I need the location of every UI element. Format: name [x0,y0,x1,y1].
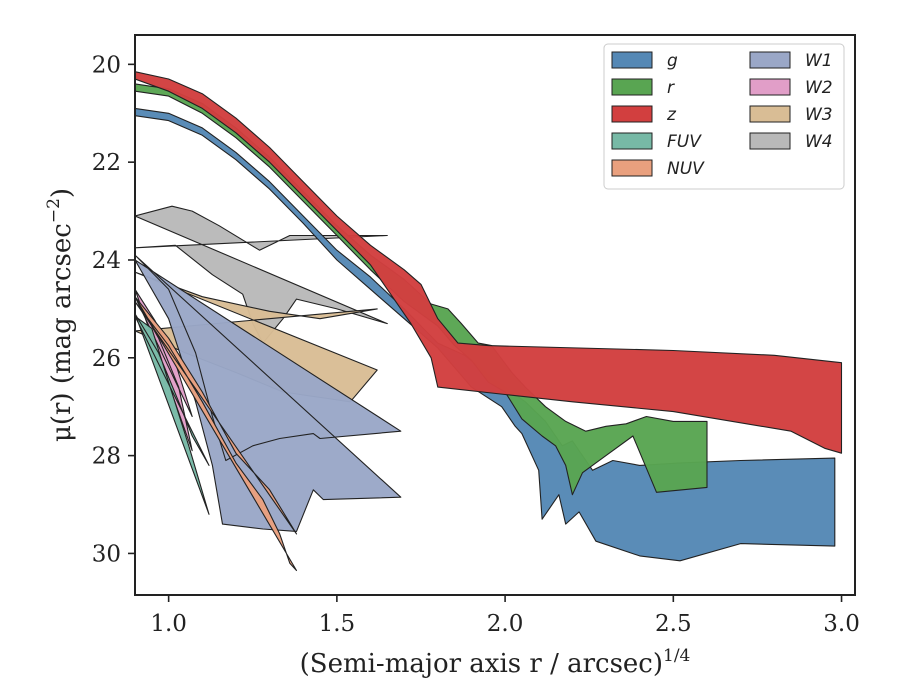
legend-swatch-fuv [611,132,653,150]
series-band-z [135,71,843,454]
legend-swatch-r [611,78,653,96]
y-tick-label: 20 [92,52,121,78]
legend-label-z: z [666,105,677,125]
series-band-fuv [135,313,210,515]
x-axis-title: (Semi-major axis r / arcsec)1/4 [300,646,691,679]
legend-swatch-z [611,105,653,123]
y-tick-label: 30 [92,541,121,567]
y-tick-label: 24 [92,248,121,274]
x-tick-label: 2.5 [655,611,692,637]
y-tick-label: 28 [92,444,121,470]
series-layer [135,71,843,572]
series-band-nuv [135,296,298,572]
y-axis-title: μ(r) (mag arcsec−2) [44,188,77,442]
legend-swatch-w4 [749,132,791,150]
legend: grz FUV NUV W1 W2 W3 W4 [603,43,845,190]
y-tick-label: 26 [92,346,121,372]
series-band-w4 [135,205,388,344]
legend-label-w1: W1 [805,51,833,71]
x-tick-label: 2.0 [487,611,524,637]
legend-label-w2: W2 [805,78,833,98]
legend-label-w3: W3 [805,105,833,125]
y-axis: 20 22 24 26 28 30 [92,52,135,567]
legend-label-g: g [667,51,678,71]
x-tick-label: 1.0 [150,611,187,637]
legend-swatch-g [611,51,653,69]
legend-swatch-w1 [749,51,791,69]
legend-swatch-w2 [749,78,791,96]
legend-swatch-nuv [611,159,653,177]
x-tick-label: 3.0 [823,611,860,637]
x-tick-label: 1.5 [319,611,356,637]
legend-label-w4: W4 [805,132,833,152]
plot-frame [134,34,856,596]
legend-label-fuv: FUV [667,132,702,152]
y-tick-label: 22 [92,150,121,176]
x-axis: 1.0 1.5 2.0 2.5 3.0 [150,595,860,637]
legend-swatch-w3 [749,105,791,123]
legend-label-nuv: NUV [667,159,705,179]
legend-label-r: r [667,78,675,98]
